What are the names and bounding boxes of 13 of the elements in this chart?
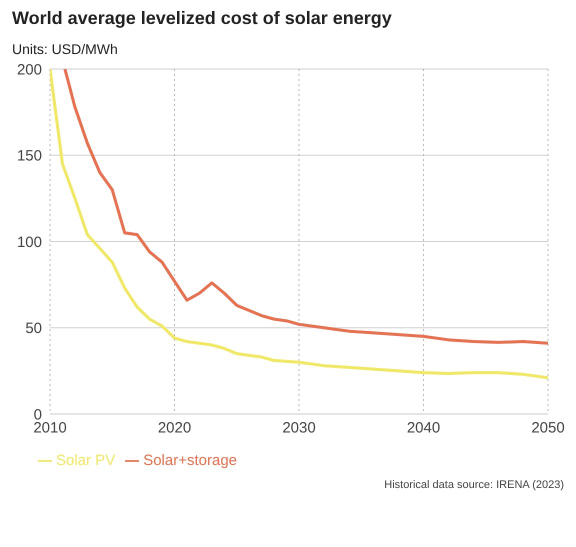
legend-label: Solar PV <box>56 452 116 469</box>
y-axis-title: Units: USD/MWh <box>12 41 119 57</box>
y-tick-label: 200 <box>16 61 42 78</box>
x-tick-label: 2050 <box>531 420 565 437</box>
chart-title: World average levelized cost of solar energy <box>12 8 393 29</box>
y-tick-label: 100 <box>16 234 42 251</box>
x-tick-label: 2030 <box>282 420 316 437</box>
x-tick-label: 2040 <box>406 420 440 437</box>
y-tick-label: 50 <box>25 320 42 338</box>
y-tick-label: 150 <box>16 148 42 165</box>
text: Historical data source: IRENA (2023) <box>383 479 564 491</box>
x-tick-label: 2020 <box>158 420 192 437</box>
legend-label: Solar+storage <box>143 452 238 469</box>
